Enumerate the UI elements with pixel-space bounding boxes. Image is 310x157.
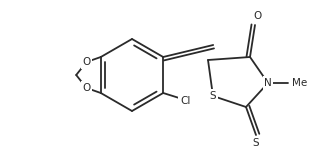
Text: O: O	[82, 57, 91, 67]
Text: S: S	[210, 91, 216, 101]
Text: Me: Me	[292, 78, 308, 88]
Text: O: O	[82, 83, 91, 93]
Text: S: S	[253, 138, 259, 148]
Text: O: O	[253, 11, 261, 21]
Text: N: N	[264, 78, 272, 88]
Text: Cl: Cl	[180, 96, 190, 106]
